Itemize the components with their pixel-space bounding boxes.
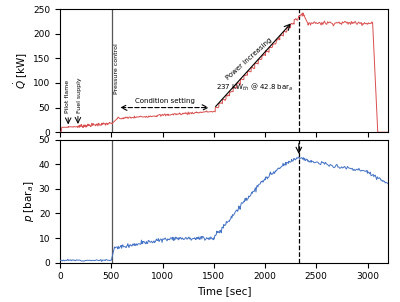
Y-axis label: $\dot{Q}$ [kW]: $\dot{Q}$ [kW] [13,52,30,89]
Text: Condition setting: Condition setting [135,98,194,104]
X-axis label: Time [sec]: Time [sec] [197,286,251,296]
Text: Pilot flame: Pilot flame [65,80,70,114]
Text: Pressure control: Pressure control [114,43,118,94]
Text: Power increasing: Power increasing [224,37,273,82]
Y-axis label: $p$ [bar$_a$]: $p$ [bar$_a$] [22,181,36,222]
Text: Fuel supply: Fuel supply [77,77,82,113]
Text: 237 kW$_{th}$ @ 42.8 bar$_a$: 237 kW$_{th}$ @ 42.8 bar$_a$ [216,82,294,94]
